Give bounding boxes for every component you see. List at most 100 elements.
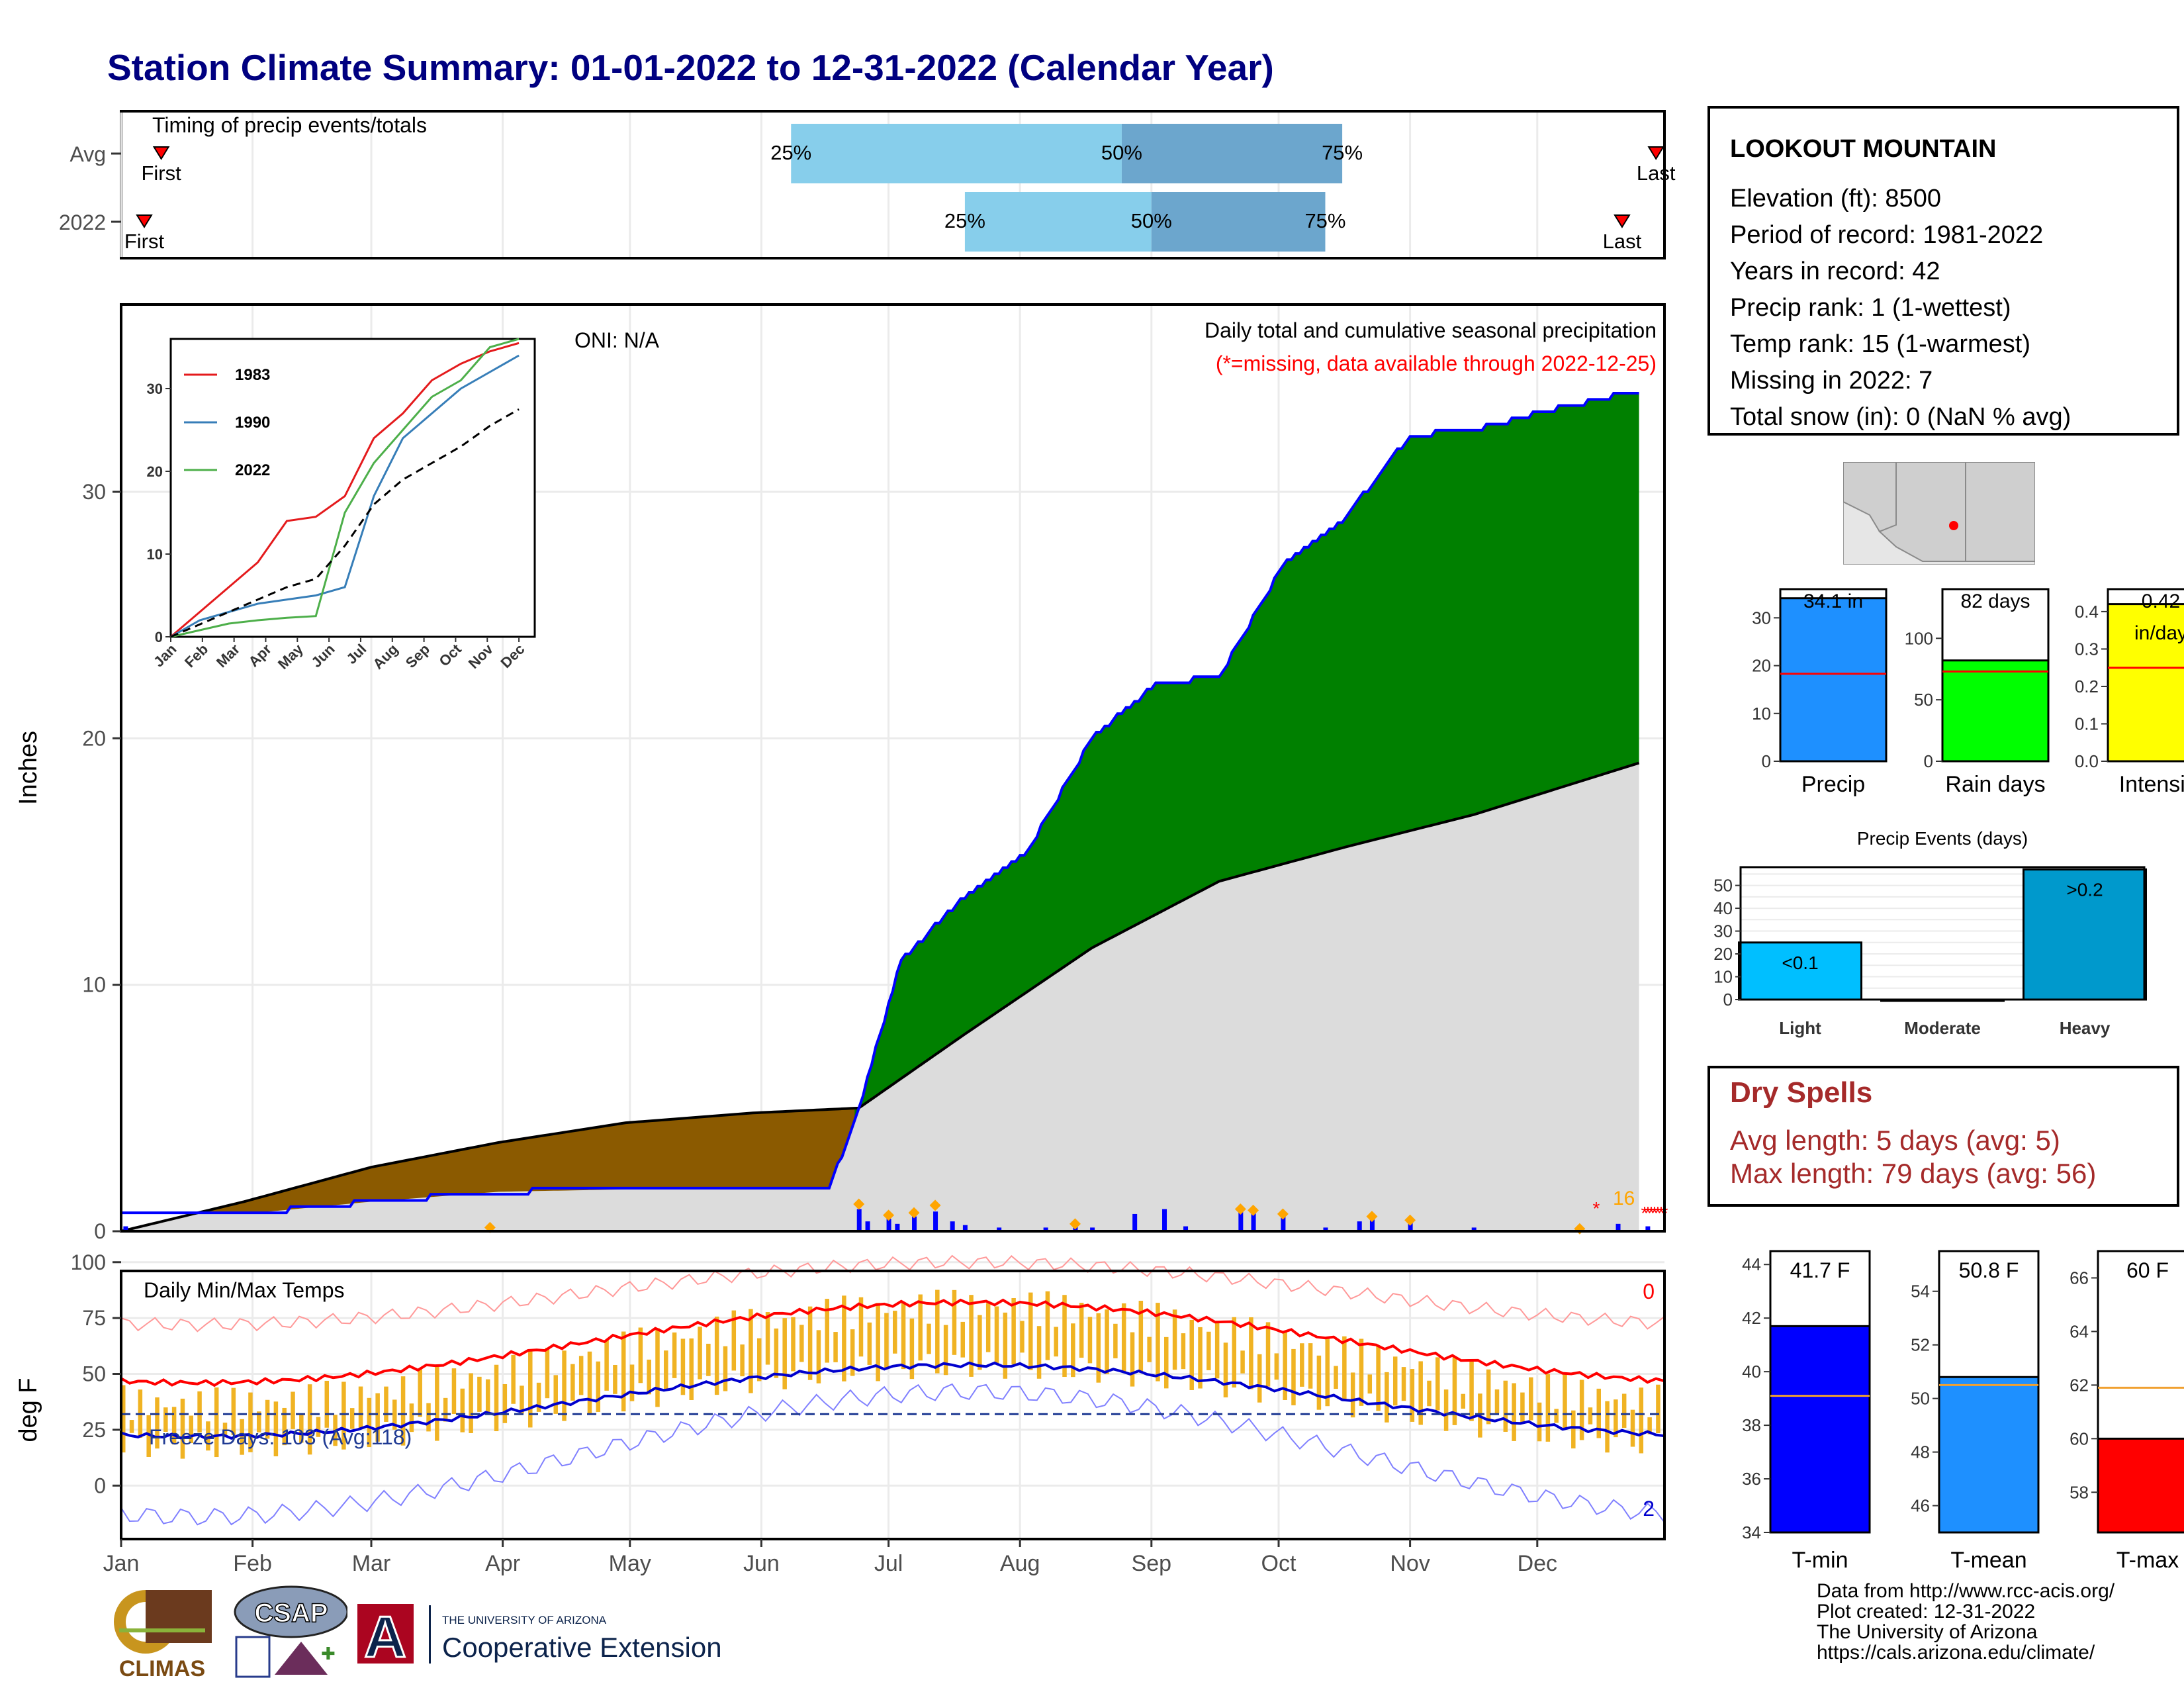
- inset-y-tick-label: 0: [155, 629, 163, 645]
- daily-temp-bar: [528, 1348, 533, 1428]
- daily-temp-bar: [1410, 1369, 1415, 1422]
- daily-temp-bar: [1342, 1336, 1347, 1400]
- daily-temp-bar: [731, 1310, 737, 1371]
- x-axis-month-label: Jan: [103, 1551, 140, 1575]
- daily-temp-bar: [858, 1297, 864, 1357]
- daily-temp-bar: [791, 1317, 796, 1372]
- summary-bar-tick-label: 0.1: [2075, 714, 2099, 733]
- daily-precip-bar: [1090, 1227, 1095, 1231]
- daily-temp-bar: [1062, 1295, 1067, 1378]
- missing-day-marker: *: [1648, 1203, 1655, 1223]
- temp-frame: [120, 1270, 1666, 1540]
- daily-temp-bar: [1452, 1356, 1457, 1425]
- elevation-text: Elevation (ft): 8500: [1730, 185, 1941, 212]
- summary-bar-rain-days: [1941, 659, 2050, 763]
- precip-rank-text: Precip rank: 1 (1-wettest): [1730, 294, 2011, 322]
- daily-temp-bar: [1350, 1372, 1355, 1418]
- temp-bar-name: T-min: [1792, 1548, 1848, 1573]
- daily-temp-bar: [562, 1350, 567, 1421]
- x-axis-month-label: Nov: [1390, 1551, 1430, 1575]
- daily-temp-bar: [1427, 1380, 1432, 1407]
- temp-bar-name: T-max: [2116, 1548, 2179, 1573]
- daily-temp-bar: [384, 1386, 388, 1422]
- summary-bar-tick-label: 0.2: [2075, 677, 2099, 696]
- daily-temp-bar: [121, 1385, 126, 1453]
- daily-temp-bar: [629, 1364, 635, 1401]
- daily-precip-bar: [1615, 1223, 1621, 1231]
- precip-y-tick-label: 30: [82, 480, 106, 504]
- summary-bar-tick-label: 10: [1752, 704, 1771, 724]
- first-event-label: First: [141, 162, 181, 185]
- avg-min-line: [120, 1361, 1665, 1440]
- daily-temp-bar: [807, 1306, 813, 1380]
- daily-temp-bar: [511, 1354, 516, 1404]
- precip-y-axis-title: Inches: [15, 731, 42, 805]
- daily-temp-bar: [1621, 1393, 1627, 1428]
- temp-panel-title: Daily Min/Max Temps: [144, 1278, 344, 1302]
- precip-y-tick-label: 10: [82, 973, 106, 997]
- daily-temp-bar: [367, 1397, 372, 1448]
- inset-legend-label: 1983: [235, 366, 270, 384]
- daily-temp-bar: [257, 1411, 261, 1432]
- timing-bar-q1: [964, 192, 1152, 252]
- daily-temp-bar: [1647, 1417, 1652, 1434]
- heavy-event-marker: [1366, 1211, 1378, 1223]
- events-tick-label: 30: [1713, 921, 1733, 941]
- daily-temp-bar: [587, 1351, 592, 1414]
- temp-y-tick-label: 75: [82, 1306, 106, 1330]
- station-location-marker: [1949, 521, 1958, 530]
- timing-p75-label: 75%: [1322, 141, 1363, 164]
- years-text: Years in record: 42: [1730, 258, 1940, 285]
- daily-temp-bar: [451, 1368, 457, 1415]
- daily-temp-bar: [163, 1407, 168, 1432]
- daily-precip-bar: [886, 1219, 891, 1231]
- inset-series-line-1983: [170, 342, 520, 638]
- heavy-event-marker: [1277, 1208, 1289, 1220]
- heavy-event-marker: [1234, 1203, 1246, 1215]
- daily-temp-bar: [867, 1322, 872, 1365]
- precip-note-2: (*=missing, data available through 2022-…: [1216, 352, 1657, 375]
- first-event-marker: [136, 214, 153, 228]
- daily-temp-bar: [740, 1344, 745, 1377]
- first-event-label: First: [124, 230, 165, 253]
- daily-precip-bar: [895, 1223, 900, 1231]
- daily-precip-bar: [1132, 1213, 1138, 1231]
- summary-bar-name: Rain days: [1945, 772, 2045, 797]
- temp-bar-tick-label: 54: [1911, 1282, 1930, 1301]
- temp-y-tick-label: 50: [82, 1362, 106, 1386]
- precip-surplus-area: [854, 393, 1639, 1121]
- daily-temp-bar: [1232, 1317, 1237, 1388]
- inset-y-tick-label: 30: [147, 381, 163, 397]
- first-event-marker: [152, 146, 170, 160]
- missing-day-marker: *: [1593, 1198, 1600, 1219]
- daily-temp-bar: [1435, 1357, 1440, 1411]
- daily-temp-bar: [273, 1401, 279, 1457]
- temp-bar-tick-label: 58: [2070, 1482, 2089, 1502]
- daily-temp-bar: [1036, 1326, 1042, 1379]
- daily-temp-bar: [1121, 1303, 1126, 1372]
- missing-day-marker: *: [1655, 1203, 1662, 1223]
- last-event-label: Last: [1637, 162, 1676, 185]
- temp-bar-t-mean: [1938, 1376, 2040, 1534]
- daily-temp-bar: [1334, 1366, 1338, 1389]
- daily-temp-bar: [570, 1364, 575, 1401]
- last-event-marker: [1647, 146, 1664, 160]
- daily-temp-bar: [1630, 1409, 1635, 1447]
- daily-temp-bar: [1130, 1332, 1135, 1387]
- daily-temp-bar: [460, 1388, 465, 1432]
- temp-rank-text: Temp rank: 15 (1-warmest): [1730, 330, 2031, 358]
- events-tick-label: 50: [1713, 876, 1733, 896]
- daily-temp-bar: [901, 1303, 906, 1370]
- daily-temp-bar: [307, 1384, 312, 1455]
- daily-temp-bar: [1257, 1354, 1262, 1403]
- events-category-label: Light: [1779, 1018, 1821, 1038]
- temp-bar-tick-label: 42: [1742, 1308, 1761, 1328]
- daily-temp-bar: [435, 1366, 439, 1441]
- temp-y-tick-label: 100: [71, 1251, 106, 1274]
- temp-bar-tick-label: 38: [1742, 1415, 1761, 1435]
- daily-temp-bar: [994, 1306, 999, 1364]
- daily-temp-bar: [1401, 1367, 1406, 1401]
- avg-max-line: [120, 1298, 1665, 1387]
- daily-precip-bar: [1238, 1206, 1244, 1231]
- daily-temp-bar: [876, 1303, 880, 1382]
